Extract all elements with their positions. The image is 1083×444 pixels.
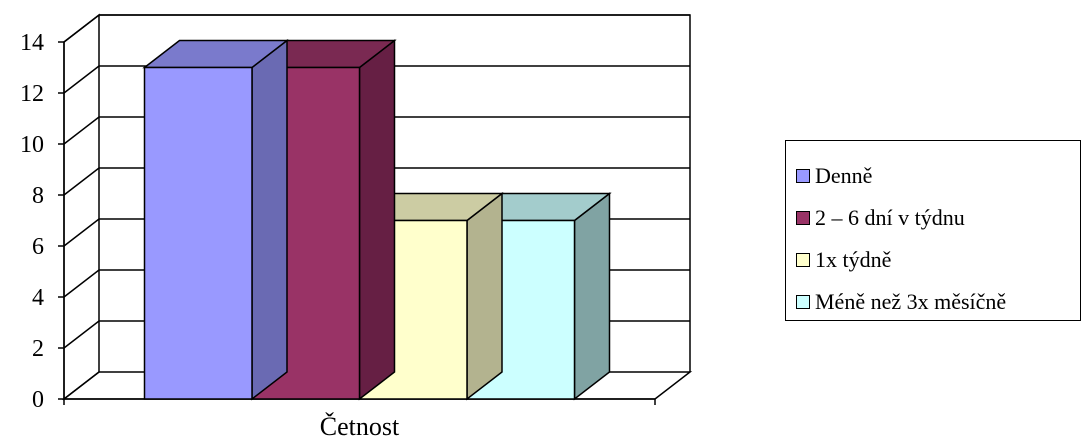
- y-tick-label: 6: [32, 234, 44, 260]
- x-category-label: Četnost: [320, 412, 400, 441]
- bar-front: [143, 66, 253, 400]
- legend-swatch: [796, 253, 810, 267]
- y-tick-label: 0: [32, 387, 44, 413]
- legend-label: Denně: [815, 163, 873, 188]
- chart-legend: Denně 2 – 6 dní v týdnu 1x týdně Méně ne…: [785, 140, 1081, 321]
- legend-item-1x-tydne: 1x týdně: [796, 245, 891, 275]
- legend-item-mene-nez-3x: Méně než 3x měsíčně: [796, 287, 1006, 317]
- bar-side: [251, 38, 288, 401]
- bar-0: [142, 38, 290, 401]
- y-tick-label: 2: [32, 336, 44, 362]
- legend-swatch: [796, 295, 810, 309]
- y-tick-label: 8: [32, 183, 44, 209]
- legend-item-denne: Denně: [796, 161, 872, 191]
- y-axis-tick-labels: 0 2 4 6 8 10 12 14: [20, 30, 44, 413]
- legend-label: Méně než 3x měsíčně: [815, 289, 1007, 314]
- y-tick-label: 14: [20, 30, 44, 56]
- y-tick-label: 10: [20, 132, 44, 158]
- bar-side: [358, 38, 396, 401]
- bar-side: [573, 191, 611, 401]
- legend-swatch: [796, 211, 810, 225]
- side-wall: [63, 13, 100, 401]
- legend-label: 2 – 6 dní v týdnu: [815, 205, 965, 230]
- chart-bars: [142, 38, 612, 401]
- y-tick-label: 4: [32, 285, 44, 311]
- x-axis-category-labels: Četnost: [320, 412, 400, 441]
- gridline: [63, 14, 690, 43]
- legend-item-2-6-dni: 2 – 6 dní v týdnu: [796, 203, 965, 233]
- legend-label: 1x týdně: [815, 247, 892, 272]
- bar-side: [466, 191, 503, 401]
- y-tick-label: 12: [20, 81, 44, 107]
- legend-swatch: [796, 169, 810, 183]
